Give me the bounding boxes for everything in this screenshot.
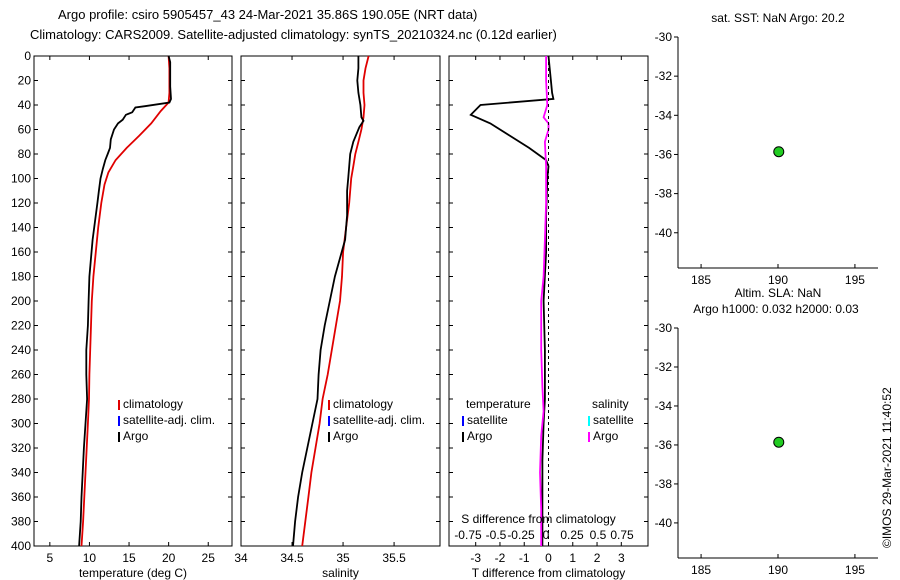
salinity-xtick-label: 35.5: [382, 551, 406, 565]
title-line-2: Climatology: CARS2009. Satellite-adjuste…: [30, 27, 557, 42]
depth-tick-label: 300: [11, 417, 31, 431]
salinity-legend-label: Argo: [333, 429, 359, 443]
sla_map-subtitle: Argo h1000: 0.032 h2000: 0.03: [693, 302, 859, 316]
difference-xtick-label: -2: [495, 551, 506, 565]
sst_map-ytick-label: -36: [655, 147, 673, 161]
sla_map-ytick-label: -38: [655, 477, 673, 491]
sst_map-float-location-point: [773, 146, 785, 158]
difference-legend-temperature-title: temperature: [466, 397, 531, 411]
salinity-xtick-label: 34.5: [280, 551, 304, 565]
difference-legend-salinity-label: satellite: [593, 413, 634, 427]
depth-tick-label: 100: [11, 172, 31, 186]
difference-secondary-tick-label: 0: [543, 528, 550, 542]
sst_map-ytick-label: -40: [655, 226, 673, 240]
difference-series-1: [539, 56, 550, 546]
depth-tick-label: 340: [11, 466, 31, 480]
salinity-xlabel: salinity: [322, 566, 359, 580]
depth-tick-label: 260: [11, 368, 31, 382]
salinity-legend-label: climatology: [333, 397, 393, 411]
salinity-xtick-label: 35: [336, 551, 350, 565]
difference-legend-salinity-label: Argo: [593, 429, 619, 443]
depth-tick-label: 280: [11, 392, 31, 406]
sla_map-ytick-label: -30: [655, 321, 673, 335]
depth-tick-label: 0: [24, 49, 31, 63]
difference-xlabel: T difference from climatology: [472, 566, 626, 580]
temperature-xlabel: temperature (deg C): [79, 566, 187, 580]
depth-tick-label: 160: [11, 245, 31, 259]
difference-legend-temperature-label: satellite: [467, 413, 508, 427]
depth-tick-label: 180: [11, 270, 31, 284]
title-line-1: Argo profile: csiro 5905457_43 24-Mar-20…: [58, 7, 477, 22]
sst_map-xtick-label: 195: [845, 273, 865, 287]
salinity-legend-label: satellite-adj. clim.: [333, 413, 425, 427]
difference-secondary-tick-label: -0.5: [486, 528, 507, 542]
depth-tick-label: 320: [11, 441, 31, 455]
depth-tick-label: 360: [11, 490, 31, 504]
sla_map-xtick-label: 195: [845, 563, 865, 577]
temperature-legend-label: Argo: [123, 429, 149, 443]
difference-secondary-tick-label: 0.25: [560, 528, 584, 542]
sst_map-ytick-label: -38: [655, 187, 673, 201]
sst_map-ytick-label: -32: [655, 69, 673, 83]
depth-tick-label: 220: [11, 319, 31, 333]
sla_map-ytick-label: -36: [655, 438, 673, 452]
sla_map-float-location-point: [773, 436, 785, 448]
sla_map-ytick-label: -40: [655, 516, 673, 530]
salinity-xtick-label: 34: [234, 551, 248, 565]
depth-tick-label: 200: [11, 294, 31, 308]
depth-tick-label: 240: [11, 343, 31, 357]
salinity-series-1: [292, 56, 365, 547]
temperature-legend-label: climatology: [123, 397, 183, 411]
difference-secondary-tick-label: -0.75: [454, 528, 482, 542]
temperature-xtick-label: 15: [122, 551, 136, 565]
difference-xtick-label: -3: [470, 551, 481, 565]
temperature-legend-label: satellite-adj. clim.: [123, 413, 215, 427]
difference-xtick-label: 1: [569, 551, 576, 565]
depth-tick-label: 40: [18, 98, 32, 112]
temperature-xtick-label: 10: [83, 551, 97, 565]
sla_map-xtick-label: 190: [768, 563, 788, 577]
sla_map-ytick-label: -34: [655, 399, 673, 413]
temperature-xtick-label: 5: [46, 551, 53, 565]
sst_map-xtick-label: 190: [768, 273, 788, 287]
depth-tick-label: 380: [11, 515, 31, 529]
difference-legend-temperature-label: Argo: [467, 429, 493, 443]
timestamp-label: ©IMOS 29-Mar-2021 11:40:52: [880, 387, 894, 548]
sst_map-title: sat. SST: NaN Argo: 20.2: [711, 11, 845, 25]
difference-xtick-label: 3: [618, 551, 625, 565]
sla_map-title: Altim. SLA: NaN: [735, 286, 822, 300]
depth-tick-label: 80: [18, 147, 32, 161]
temperature-series-0: [80, 55, 171, 547]
depth-tick-label: 400: [11, 539, 31, 553]
depth-tick-label: 60: [18, 123, 32, 137]
sst_map-ytick-label: -34: [655, 108, 673, 122]
difference-xtick-label: 2: [594, 551, 601, 565]
temperature-xtick-label: 25: [202, 551, 216, 565]
temperature-xtick-label: 20: [162, 551, 176, 565]
depth-tick-label: 120: [11, 196, 31, 210]
difference-xtick-label: 0: [545, 551, 552, 565]
depth-tick-label: 140: [11, 221, 31, 235]
plots: 5 10 15 20 250204060801001201401601802002202…: [11, 11, 878, 580]
sla_map-xtick-label: 185: [691, 563, 711, 577]
difference-xtick-label: -1: [519, 551, 530, 565]
sst_map-ytick-label: -30: [655, 30, 673, 44]
difference-secondary-tick-label: -0.25: [507, 528, 535, 542]
difference-secondary-xlabel: S difference from climatology: [461, 512, 616, 526]
sst_map-xtick-label: 185: [691, 273, 711, 287]
difference-legend-salinity-title: salinity: [592, 397, 629, 411]
sla_map-ytick-label: -32: [655, 360, 673, 374]
depth-tick-label: 20: [18, 74, 32, 88]
difference-secondary-tick-label: 0.5: [590, 528, 607, 542]
difference-secondary-tick-label: 0.75: [610, 528, 634, 542]
temperature-frame: [33, 55, 233, 547]
temperature-series-1: [78, 55, 172, 547]
